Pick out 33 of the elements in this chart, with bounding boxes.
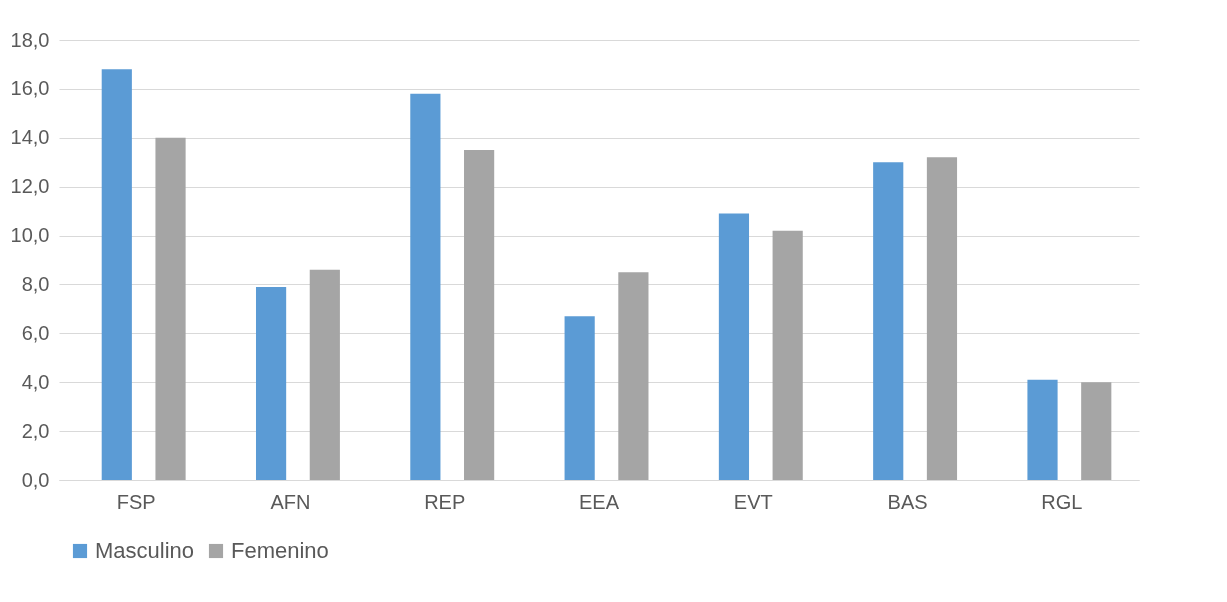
y-tick-label: 10,0 xyxy=(10,224,50,247)
bar xyxy=(926,157,958,480)
bar xyxy=(772,230,803,480)
bar xyxy=(873,162,904,480)
bar xyxy=(464,150,495,480)
y-tick-label: 8,0 xyxy=(21,272,50,295)
legend-label: Femenino xyxy=(231,538,329,563)
x-tick-label: EEA xyxy=(578,490,620,513)
y-tick-label: 2,0 xyxy=(21,419,50,442)
x-tick-label: FSP xyxy=(116,490,156,513)
y-tick-label: 16,0 xyxy=(10,77,50,100)
y-tick-label: 12,0 xyxy=(10,175,50,198)
y-tick-label: 0,0 xyxy=(21,468,50,491)
bar xyxy=(564,316,595,480)
bar xyxy=(1081,382,1112,480)
x-tick-label: RGL xyxy=(1041,490,1083,513)
x-tick-label: EVT xyxy=(733,490,773,513)
bar xyxy=(618,272,649,480)
x-tick-label: BAS xyxy=(887,490,928,513)
bar xyxy=(1027,379,1058,480)
bar xyxy=(255,286,287,480)
x-tick-label: REP xyxy=(424,490,466,513)
bar xyxy=(309,269,340,480)
legend-label: Masculino xyxy=(95,538,195,563)
bar xyxy=(718,213,750,480)
y-tick-label: 4,0 xyxy=(21,370,50,393)
bar xyxy=(410,93,441,480)
y-tick-label: 14,0 xyxy=(10,126,50,149)
x-tick-label: AFN xyxy=(270,490,311,513)
y-tick-label: 6,0 xyxy=(21,321,50,344)
bar xyxy=(101,69,132,480)
bar xyxy=(155,137,186,480)
y-tick-label: 18,0 xyxy=(10,28,50,51)
